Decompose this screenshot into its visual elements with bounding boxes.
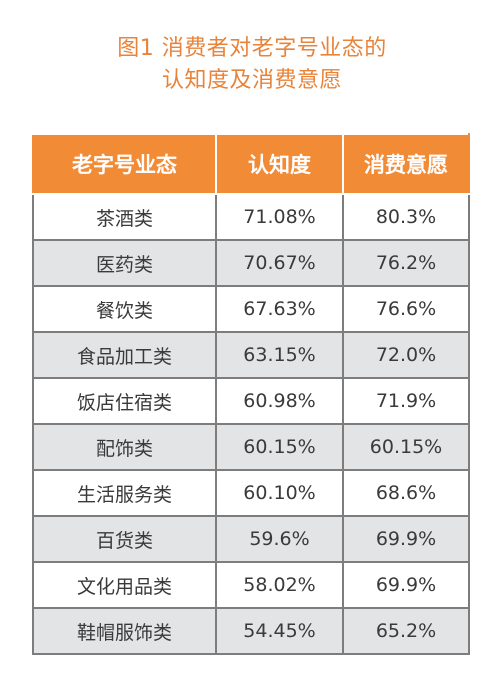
table-row: 餐饮类 67.63% 76.6% [32,285,470,333]
cell-business-type: 饭店住宿类 [32,377,217,425]
cell-purchase-intent: 69.9% [342,515,470,563]
cell-awareness: 70.67% [215,239,344,287]
cell-awareness: 54.45% [215,607,344,655]
data-table: 老字号业态 认知度 消费意愿 茶酒类 71.08% 80.3% 医药类 70.67% 76… [32,133,470,655]
cell-purchase-intent: 65.2% [342,607,470,655]
cell-purchase-intent: 76.6% [342,285,470,333]
cell-purchase-intent: 71.9% [342,377,470,425]
cell-awareness: 63.15% [215,331,344,379]
cell-purchase-intent: 68.6% [342,469,470,517]
cell-business-type: 医药类 [32,239,217,287]
table-row: 医药类 70.67% 76.2% [32,239,470,287]
cell-business-type: 茶酒类 [32,193,217,241]
table-row: 文化用品类 58.02% 69.9% [32,561,470,609]
cell-purchase-intent: 69.9% [342,561,470,609]
cell-purchase-intent: 60.15% [342,423,470,471]
cell-awareness: 59.6% [215,515,344,563]
table-row: 鞋帽服饰类 54.45% 65.2% [32,607,470,655]
cell-awareness: 71.08% [215,193,344,241]
cell-purchase-intent: 72.0% [342,331,470,379]
chart-title-line-2: 认知度及消费意愿 [161,68,342,93]
table-row: 配饰类 60.15% 60.15% [32,423,470,471]
table-row: 生活服务类 60.10% 68.6% [32,469,470,517]
cell-business-type: 食品加工类 [32,331,217,379]
table-header-row: 老字号业态 认知度 消费意愿 [32,133,470,195]
cell-awareness: 60.10% [215,469,344,517]
cell-awareness: 60.98% [215,377,344,425]
cell-awareness: 58.02% [215,561,344,609]
cell-purchase-intent: 76.2% [342,239,470,287]
table-row: 饭店住宿类 60.98% 71.9% [32,377,470,425]
column-header-purchase-intent: 消费意愿 [342,133,470,195]
table-row: 百货类 59.6% 69.9% [32,515,470,563]
cell-business-type: 文化用品类 [32,561,217,609]
cell-awareness: 67.63% [215,285,344,333]
cell-business-type: 百货类 [32,515,217,563]
cell-business-type: 餐饮类 [32,285,217,333]
cell-awareness: 60.15% [215,423,344,471]
column-header-business-type: 老字号业态 [32,133,217,195]
cell-purchase-intent: 80.3% [342,193,470,241]
column-header-awareness: 认知度 [215,133,344,195]
cell-business-type: 配饰类 [32,423,217,471]
cell-business-type: 鞋帽服饰类 [32,607,217,655]
table-row: 食品加工类 63.15% 72.0% [32,331,470,379]
chart-title-line-1: 图1 消费者对老字号业态的 [117,36,387,61]
cell-business-type: 生活服务类 [32,469,217,517]
table-body: 茶酒类 71.08% 80.3% 医药类 70.67% 76.2% 餐饮类 67.63% 76.… [32,193,470,655]
table-row: 茶酒类 71.08% 80.3% [32,193,470,241]
